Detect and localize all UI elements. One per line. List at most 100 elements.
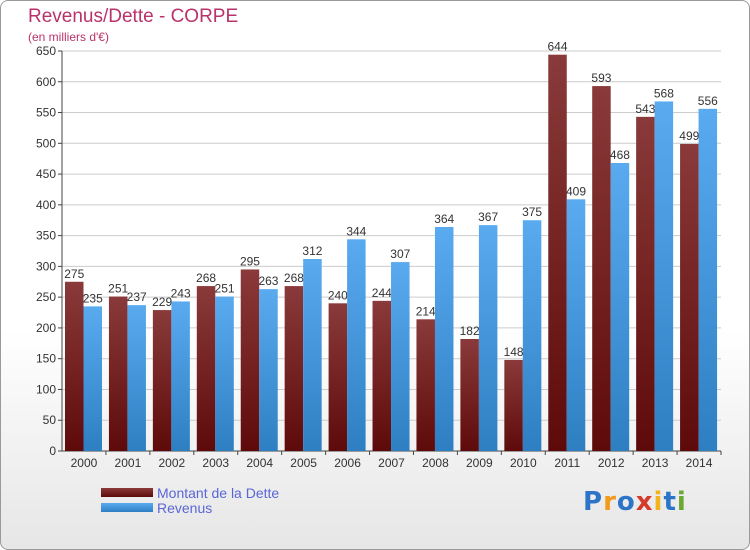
x-tick-label: 2012 [598, 456, 625, 470]
legend-item-revenus[interactable]: Revenus [101, 499, 279, 516]
logo-letter: o [616, 487, 636, 517]
y-tick-label: 300 [36, 259, 56, 273]
logo-letter: t [663, 487, 677, 517]
y-tick-label: 350 [36, 229, 56, 243]
bar-revenus [522, 220, 542, 451]
data-label-revenus: 251 [215, 282, 235, 296]
x-tick-label: 2013 [642, 456, 669, 470]
x-tick-label: 2004 [246, 456, 273, 470]
bar-dette [372, 300, 392, 451]
y-tick-label: 0 [49, 444, 56, 458]
y-tick-label: 250 [36, 290, 56, 304]
bar-dette [240, 269, 260, 451]
bar-revenus [83, 306, 102, 451]
bar-dette [460, 339, 479, 451]
bar-revenus [347, 239, 366, 451]
legend-swatch-dette [101, 488, 153, 497]
data-label-revenus: 263 [258, 274, 278, 288]
data-label-dette: 499 [679, 129, 699, 143]
data-label-dette: 593 [591, 71, 611, 85]
bar-revenus [698, 108, 718, 451]
bar-revenus [434, 227, 454, 451]
data-label-revenus: 568 [654, 86, 674, 100]
x-tick-label: 2011 [554, 456, 580, 470]
bar-revenus [391, 262, 410, 451]
data-label-revenus: 375 [522, 205, 542, 219]
y-tick-label: 600 [36, 75, 56, 89]
logo-letter: x [635, 487, 654, 517]
bar-dette [416, 319, 435, 451]
data-label-dette: 182 [460, 324, 480, 338]
bar-revenus [127, 305, 146, 451]
x-tick-label: 2008 [422, 456, 449, 470]
data-label-dette: 148 [504, 345, 524, 359]
y-tick-label: 650 [36, 44, 56, 58]
data-label-revenus: 307 [390, 247, 410, 261]
y-tick-label: 150 [36, 352, 56, 366]
data-label-dette: 214 [416, 304, 436, 318]
data-label-revenus: 237 [127, 290, 147, 304]
x-tick-label: 2002 [158, 456, 185, 470]
legend: Montant de la Dette Revenus [101, 484, 280, 516]
logo-letter: P [583, 487, 604, 517]
x-tick-label: 2006 [334, 456, 361, 470]
data-label-dette: 295 [240, 254, 260, 268]
bar-dette [284, 286, 304, 451]
bar-dette [65, 281, 84, 451]
bar-dette [680, 143, 699, 451]
y-tick-label: 550 [36, 106, 56, 120]
data-label-revenus: 364 [434, 212, 454, 226]
legend-item-dette[interactable]: Montant de la Dette [101, 484, 280, 501]
bar-dette [328, 303, 348, 451]
y-tick-label: 400 [36, 198, 56, 212]
bar-revenus [215, 296, 234, 451]
y-tick-label: 50 [43, 413, 57, 427]
data-label-dette: 268 [284, 271, 304, 285]
bar-dette [196, 286, 216, 451]
data-label-dette: 275 [64, 267, 84, 281]
logo-letter: i [653, 487, 664, 517]
bar-dette [152, 310, 172, 451]
chart-subtitle: (en milliers d'€) [28, 30, 109, 44]
bar-revenus [171, 301, 190, 451]
data-label-revenus: 556 [698, 94, 718, 108]
bar-dette [504, 359, 523, 451]
proxiti-logo: Proxiti [583, 487, 687, 517]
logo-letter: i [676, 487, 687, 517]
y-tick-label: 100 [36, 382, 56, 396]
bar-revenus [478, 225, 498, 451]
bar-revenus [566, 199, 586, 451]
bar-dette [108, 296, 128, 451]
bar-revenus [303, 259, 322, 451]
y-tick-label: 500 [36, 136, 56, 150]
data-label-revenus: 344 [346, 224, 366, 238]
logo-letter: r [603, 487, 617, 517]
legend-label-revenus: Revenus [157, 499, 213, 516]
data-label-revenus: 235 [83, 291, 103, 305]
legend-label-dette: Montant de la Dette [157, 484, 280, 501]
chart-title: Revenus/Dette - CORPE [28, 6, 239, 27]
data-label-revenus: 312 [302, 244, 322, 258]
x-tick-label: 2001 [115, 456, 142, 470]
data-label-revenus: 409 [566, 184, 586, 198]
data-label-revenus: 243 [171, 286, 191, 300]
y-tick-label: 200 [36, 321, 56, 335]
data-label-dette: 251 [108, 282, 128, 296]
bar-dette [548, 54, 567, 451]
data-label-revenus: 367 [478, 210, 498, 224]
data-label-dette: 644 [548, 40, 568, 54]
x-tick-label: 2007 [378, 456, 405, 470]
data-label-revenus: 468 [610, 148, 630, 162]
legend-swatch-revenus [101, 503, 153, 512]
x-tick-label: 2010 [510, 456, 537, 470]
y-tick-label: 450 [36, 167, 56, 181]
x-tick-label: 2009 [466, 456, 493, 470]
data-label-dette: 543 [635, 102, 655, 116]
x-tick-label: 2003 [202, 456, 229, 470]
data-label-dette: 268 [196, 271, 216, 285]
data-label-dette: 229 [152, 295, 172, 309]
bar-revenus [259, 289, 278, 451]
bar-dette [592, 86, 611, 452]
